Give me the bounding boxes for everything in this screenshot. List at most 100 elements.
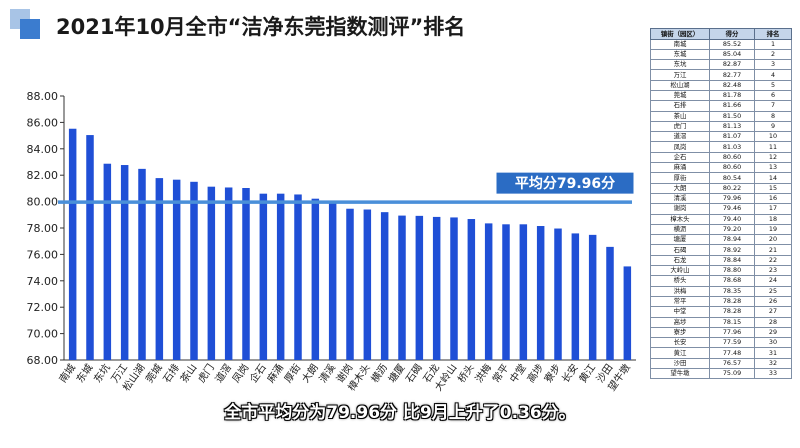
score-cell: 81.66 [709,100,755,112]
table-row: 万江 82.77 4 [650,69,792,81]
score-cell: 78.68 [709,275,755,287]
town-cell: 常平 [650,295,710,308]
score-cell: 79.40 [709,213,755,225]
score-cell: 82.48 [709,79,755,91]
y-tick-label: 76.00 [27,248,59,261]
rank-cell: 12 [754,151,792,164]
town-cell: 谢岗 [650,203,710,215]
x-tick-label: 道滘 [212,361,234,385]
bar [606,246,614,360]
bar [224,187,233,360]
bar [68,128,77,360]
x-tick-label: 长安 [559,361,581,385]
bar [138,168,146,360]
bar [86,135,94,360]
bar [380,212,389,360]
rank-cell: 19 [754,223,792,236]
town-cell: 黄江 [650,347,710,359]
town-cell: 万江 [650,69,710,81]
y-tick-label: 82.00 [27,169,59,182]
town-cell: 茶山 [650,110,710,122]
table-row: 大岭山 78.80 23 [650,265,792,277]
score-cell: 80.54 [709,172,755,184]
x-tick-label: 黄江 [576,361,598,385]
rank-cell: 8 [754,110,792,122]
y-tick-label: 78.00 [27,222,59,235]
y-tick-label: 84.00 [27,143,59,156]
table-row: 沙田 76.57 32 [650,357,792,370]
bar [328,202,337,360]
rank-cell: 18 [754,213,792,225]
x-tick-label: 南城 [56,361,78,385]
rank-cell: 14 [754,172,792,184]
bar [467,219,476,360]
bar [294,194,302,360]
bar [554,228,562,360]
table-row: 塘厦 78.94 20 [650,234,792,246]
bar [484,223,493,360]
town-cell: 道滘 [650,131,710,143]
table-row: 石排 81.66 7 [650,100,792,112]
score-cell: 82.87 [709,59,755,71]
rank-cell: 21 [754,244,792,256]
town-cell: 寮步 [650,326,710,339]
rank-cell: 5 [754,79,792,91]
town-cell: 中堂 [650,306,710,318]
page-title: 2021年10月全市“洁净东莞指数测评”排名 [56,15,466,39]
rank-cell: 32 [754,357,792,370]
x-tick-label: 麻涌 [264,361,286,385]
score-cell: 81.13 [709,120,755,133]
score-cell: 85.04 [709,48,755,61]
table-row: 茶山 81.50 8 [650,110,792,122]
table-row: 黄江 77.48 31 [650,347,792,359]
y-tick-label: 80.00 [27,196,59,209]
ranking-table: 镇街（园区） 得分 排名 南城 85.52 1 东城 85.04 2 东坑 82.87 3 万江 8… [650,28,792,380]
table-row: 东坑 82.87 3 [650,59,792,71]
table-row: 大朗 80.22 15 [650,182,792,194]
score-cell: 79.96 [709,192,755,205]
score-cell: 75.09 [709,367,755,380]
table-row: 长安 77.59 30 [650,337,792,349]
town-cell: 厚街 [650,172,710,184]
town-cell: 虎门 [650,120,710,133]
town-cell: 长安 [650,337,710,349]
rank-cell: 17 [754,203,792,215]
rank-cell: 15 [754,182,792,194]
rank-cell: 24 [754,275,792,287]
x-tick-label: 寮步 [541,361,563,385]
rank-cell: 1 [754,38,792,50]
table-row: 企石 80.60 12 [650,151,792,164]
title-decoration [10,9,44,43]
score-cell: 80.60 [709,162,755,174]
score-cell: 81.50 [709,110,755,122]
ranking-table-body: 南城 85.52 1 东城 85.04 2 东坑 82.87 3 万江 82.77 4 松山湖 82.48… [650,38,792,380]
score-cell: 78.28 [709,295,755,308]
score-cell: 78.84 [709,254,755,267]
y-tick-label: 70.00 [27,328,59,341]
average-label-box [495,171,635,195]
score-cell: 78.80 [709,265,755,277]
town-cell: 高埗 [650,316,710,328]
bar [588,234,597,360]
bar [502,224,510,360]
town-cell: 大朗 [650,182,710,194]
x-tick-label: 莞城 [143,362,164,385]
x-tick-label: 清溪 [316,361,338,385]
rank-cell: 4 [754,69,792,81]
y-tick-label: 68.00 [27,354,59,367]
bar [398,215,406,360]
town-cell: 东城 [650,48,710,61]
rank-cell: 30 [754,337,792,349]
table-row: 望牛墩 75.09 33 [650,367,792,380]
y-tick-label: 72.00 [27,301,59,314]
score-cell: 82.77 [709,69,755,81]
score-cell: 77.48 [709,347,755,359]
table-row: 横沥 79.20 19 [650,223,792,236]
score-cell: 81.07 [709,131,755,143]
bar [450,217,458,360]
bar [571,233,580,360]
table-row: 松山湖 82.48 5 [650,79,792,91]
rank-cell: 16 [754,192,792,205]
table-header-row: 镇街（园区） 得分 排名 [650,28,792,40]
header-rank: 排名 [754,28,792,40]
